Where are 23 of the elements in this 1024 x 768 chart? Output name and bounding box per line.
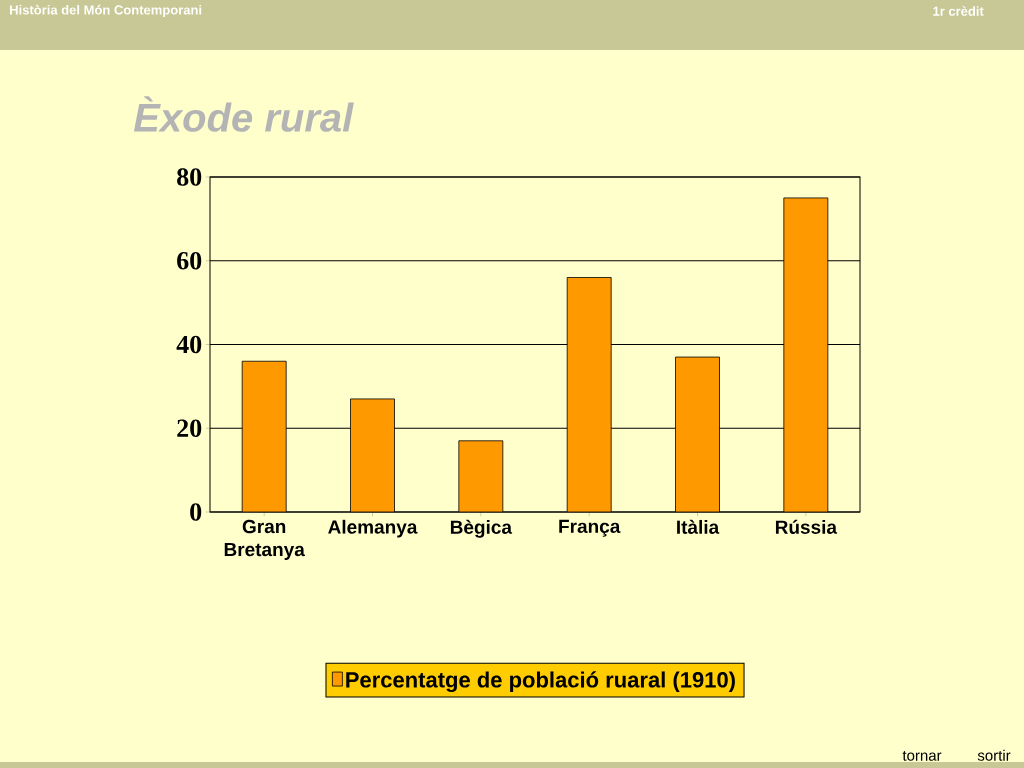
x-tick-label: Rússia	[775, 519, 838, 534]
bar	[241, 360, 287, 512]
bar	[458, 440, 504, 512]
text: 1r crèdit	[933, 6, 984, 16]
bar	[566, 277, 612, 512]
text: Història del Món Contemporani	[10, 4, 202, 18]
x-tick-label: Itàlia	[677, 519, 720, 534]
chart-title: Èxode rural	[133, 96, 354, 132]
y-tick-label: 0	[190, 503, 202, 521]
bar	[783, 197, 829, 512]
text: sortir	[977, 749, 1011, 761]
bar	[675, 356, 720, 512]
y-tick-label: 20	[177, 419, 202, 438]
y-tick-label: 40	[176, 335, 202, 354]
text: tornar	[902, 750, 942, 761]
bar	[350, 398, 395, 512]
y-tick-label: 60	[177, 251, 202, 270]
legend-label: Percentatge de població ruaral (1910)	[346, 671, 735, 693]
x-tick-label: França	[559, 519, 621, 537]
x-tick-label: Gran Bretanya	[224, 519, 305, 560]
y-tick-label: 80	[177, 168, 202, 186]
x-tick-label: Bègica	[450, 519, 513, 538]
x-tick-label: Alemanya	[328, 519, 418, 538]
